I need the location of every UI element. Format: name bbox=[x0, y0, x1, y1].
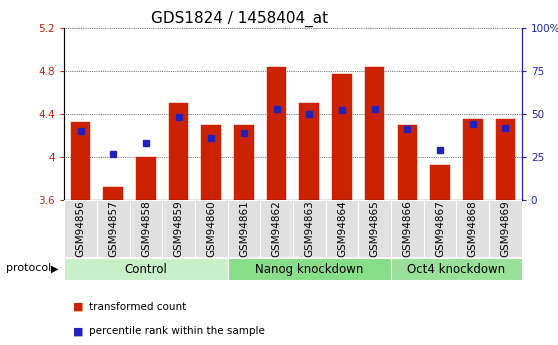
Bar bbox=[64, 258, 228, 280]
Text: GSM94859: GSM94859 bbox=[174, 200, 184, 257]
Bar bbox=[234, 125, 254, 200]
Bar bbox=[397, 125, 417, 200]
Text: GSM94867: GSM94867 bbox=[435, 200, 445, 257]
Text: GSM94866: GSM94866 bbox=[402, 200, 412, 257]
Bar bbox=[169, 103, 189, 200]
Bar bbox=[391, 258, 522, 280]
Bar bbox=[326, 200, 358, 257]
Bar bbox=[391, 200, 424, 257]
Bar bbox=[496, 119, 515, 200]
Bar bbox=[456, 200, 489, 257]
Text: GSM94863: GSM94863 bbox=[304, 200, 314, 257]
Bar bbox=[424, 200, 456, 257]
Bar bbox=[103, 187, 123, 200]
Bar bbox=[365, 68, 384, 200]
Bar bbox=[129, 200, 162, 257]
Bar bbox=[201, 125, 221, 200]
Text: Control: Control bbox=[124, 263, 167, 276]
Text: Nanog knockdown: Nanog knockdown bbox=[255, 263, 363, 276]
Text: GSM94856: GSM94856 bbox=[75, 200, 85, 257]
Text: GSM94861: GSM94861 bbox=[239, 200, 249, 257]
Text: GSM94869: GSM94869 bbox=[501, 200, 511, 257]
Text: Oct4 knockdown: Oct4 knockdown bbox=[407, 263, 506, 276]
Bar bbox=[228, 200, 260, 257]
Bar bbox=[64, 200, 97, 257]
Text: GSM94862: GSM94862 bbox=[272, 200, 282, 257]
Text: GSM94857: GSM94857 bbox=[108, 200, 118, 257]
Bar bbox=[332, 74, 352, 200]
Bar bbox=[358, 200, 391, 257]
Text: GDS1824 / 1458404_at: GDS1824 / 1458404_at bbox=[151, 10, 329, 27]
Bar bbox=[463, 119, 483, 200]
Text: GSM94868: GSM94868 bbox=[468, 200, 478, 257]
Bar bbox=[97, 200, 129, 257]
Bar bbox=[267, 68, 286, 200]
Text: GSM94858: GSM94858 bbox=[141, 200, 151, 257]
Bar bbox=[260, 200, 293, 257]
Text: ▶: ▶ bbox=[51, 264, 59, 273]
Bar bbox=[228, 258, 391, 280]
Bar bbox=[162, 200, 195, 257]
Text: GSM94860: GSM94860 bbox=[206, 200, 217, 257]
Text: protocol: protocol bbox=[6, 264, 51, 273]
Text: GSM94864: GSM94864 bbox=[337, 200, 347, 257]
Text: GSM94865: GSM94865 bbox=[369, 200, 379, 257]
Text: ■: ■ bbox=[73, 326, 83, 336]
Bar bbox=[430, 165, 450, 200]
Bar bbox=[71, 122, 90, 200]
Bar bbox=[293, 200, 326, 257]
Text: percentile rank within the sample: percentile rank within the sample bbox=[89, 326, 265, 336]
Bar bbox=[489, 200, 522, 257]
Text: transformed count: transformed count bbox=[89, 302, 186, 312]
Bar bbox=[195, 200, 228, 257]
Bar bbox=[136, 157, 156, 200]
Text: ■: ■ bbox=[73, 302, 83, 312]
Bar bbox=[300, 103, 319, 200]
